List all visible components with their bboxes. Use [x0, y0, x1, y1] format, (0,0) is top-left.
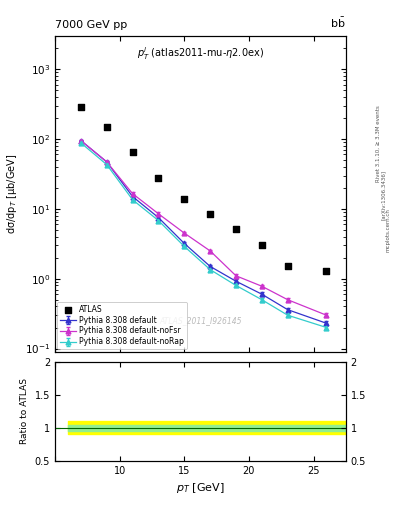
Text: mcplots.cern.ch: mcplots.cern.ch	[386, 208, 391, 252]
Text: 7000 GeV pp: 7000 GeV pp	[55, 19, 127, 30]
ATLAS	[285, 262, 291, 270]
ATLAS	[181, 195, 187, 203]
Text: $p_T^l$ (atlas2011-mu-$\eta$2.0ex): $p_T^l$ (atlas2011-mu-$\eta$2.0ex)	[137, 46, 264, 62]
ATLAS	[259, 241, 265, 249]
ATLAS	[104, 122, 110, 131]
ATLAS	[233, 225, 239, 233]
ATLAS	[155, 174, 162, 182]
Text: [arXiv:1306.3436]: [arXiv:1306.3436]	[381, 169, 386, 220]
Text: b$\bar{\mathrm{b}}$: b$\bar{\mathrm{b}}$	[331, 15, 346, 30]
ATLAS	[78, 102, 84, 111]
Y-axis label: dσ/dp$_T$ [μb/GeV]: dσ/dp$_T$ [μb/GeV]	[5, 154, 19, 234]
X-axis label: $p_T$ [GeV]: $p_T$ [GeV]	[176, 481, 225, 495]
Text: Rivet 3.1.10, ≥ 3.3M events: Rivet 3.1.10, ≥ 3.3M events	[376, 105, 380, 182]
ATLAS	[207, 210, 213, 218]
Y-axis label: Ratio to ATLAS: Ratio to ATLAS	[20, 378, 29, 444]
ATLAS	[323, 267, 330, 275]
Legend: ATLAS, Pythia 8.308 default, Pythia 8.308 default-noFsr, Pythia 8.308 default-no: ATLAS, Pythia 8.308 default, Pythia 8.30…	[57, 302, 187, 349]
Text: ATLAS_2011_I926145: ATLAS_2011_I926145	[159, 315, 242, 325]
ATLAS	[129, 148, 136, 156]
